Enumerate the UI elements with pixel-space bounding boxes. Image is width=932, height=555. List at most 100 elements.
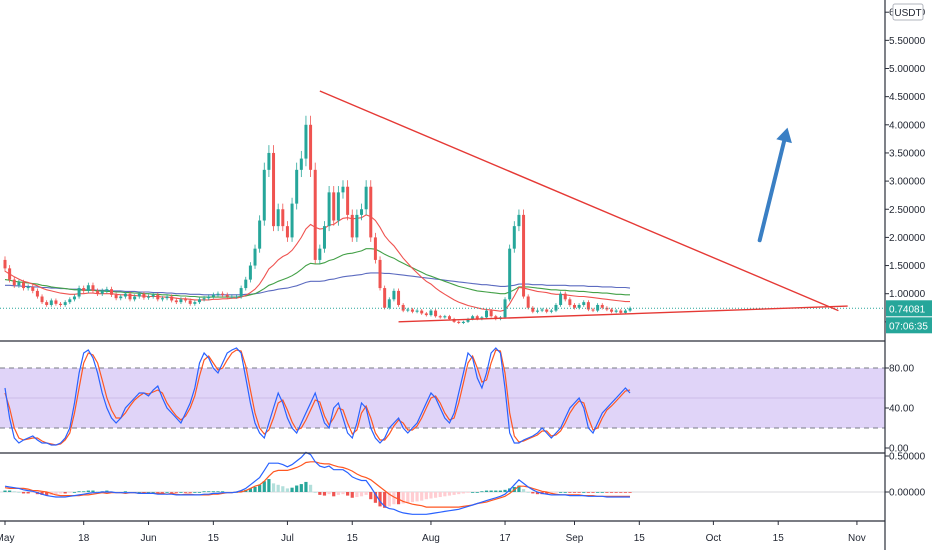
candle-body (156, 294, 160, 300)
ma-blue-line (5, 272, 631, 296)
candle-body (512, 226, 516, 249)
price-axis-label: 2.00000 (889, 233, 926, 244)
stoch-rsi-pane[interactable] (0, 347, 885, 446)
macd-histogram-bar (86, 490, 90, 492)
candle-body (248, 265, 252, 280)
macd-histogram-bar (12, 491, 16, 493)
candle-body (105, 289, 109, 291)
candle-body (170, 296, 174, 301)
stoch-k-line (4, 347, 631, 446)
macd-histogram-bar (424, 492, 428, 500)
candle-body (174, 300, 178, 303)
candle-body (179, 299, 183, 303)
candle-body (471, 316, 475, 320)
price-axis-label: 4.00000 (889, 120, 926, 131)
macd-histogram-bar (628, 492, 632, 493)
macd-histogram-bar (369, 492, 373, 500)
candle-body (457, 321, 461, 323)
macd-histogram-bar (54, 492, 58, 495)
candle-body (415, 310, 419, 312)
price-axis-label: 3.50000 (889, 148, 926, 159)
candle-body (68, 299, 72, 303)
price-tags: USDT 0.74081 07:06:35 (886, 3, 932, 334)
candle-body (322, 226, 326, 249)
macd-histogram-bar (170, 492, 174, 493)
candle-body (142, 293, 146, 298)
macd-histogram-bar (318, 492, 322, 495)
candle-body (360, 209, 364, 215)
macd-histogram-bar (336, 492, 340, 495)
macd-histogram-bar (429, 492, 433, 499)
macd-histogram-bar (471, 492, 475, 493)
time-axis-label: Sep (566, 533, 584, 544)
candle-body (91, 285, 95, 291)
candle-body (369, 186, 373, 238)
macd-histogram-bar (72, 492, 77, 493)
macd-histogram-bar (211, 491, 215, 493)
candle-body (165, 296, 169, 299)
candle-body (17, 282, 21, 286)
candle-body (424, 313, 428, 316)
candle-body (572, 304, 576, 308)
candle-body (517, 214, 521, 227)
candle-body (401, 304, 405, 311)
candle-body (559, 293, 563, 305)
candle-body (466, 319, 470, 322)
macd-histogram-bar (313, 492, 317, 493)
candle-body (332, 192, 336, 221)
macd-histogram-bar (350, 492, 354, 498)
time-axis-label: 15 (634, 533, 646, 544)
candle-body (285, 226, 289, 238)
candle-body (133, 296, 137, 300)
time-axis-label: Aug (422, 533, 440, 544)
macd-histogram-bar (63, 492, 67, 494)
macd-pane[interactable] (0, 451, 885, 515)
candle-body (387, 299, 391, 308)
candle-body (508, 248, 512, 300)
macd-histogram-bar (535, 492, 540, 495)
macd-histogram-bar (262, 481, 266, 492)
macd-histogram-bar (327, 492, 331, 495)
candle-body (489, 310, 493, 317)
macd-histogram-bar (619, 492, 623, 493)
macd-histogram-bar (183, 492, 188, 493)
candle-body (406, 309, 410, 311)
candle-body (336, 192, 340, 221)
candle-body (485, 310, 489, 318)
macd-histogram-bar (498, 490, 503, 492)
candle-body (383, 288, 387, 308)
candle-body (522, 214, 526, 297)
macd-histogram-bar (45, 492, 49, 496)
price-pane[interactable] (0, 90, 885, 325)
macd-histogram-bar (82, 491, 86, 493)
candle-body (230, 296, 234, 298)
macd-histogram-bar (267, 479, 271, 492)
candle-body (188, 300, 192, 304)
candle-body (184, 299, 188, 301)
time-axis-label: Jun (140, 533, 156, 544)
macd-histogram-bar (396, 492, 401, 505)
candle-body (235, 296, 238, 298)
ma-green-line (4, 248, 630, 298)
candle-body (216, 293, 220, 295)
currency-badge-box[interactable] (892, 3, 924, 21)
trendline-upper (319, 90, 839, 312)
candle-body (96, 290, 100, 294)
macd-histogram-bar (239, 490, 243, 492)
candle-body (267, 152, 271, 170)
ma-red-line (4, 214, 630, 312)
macd-histogram-bar (40, 492, 44, 495)
macd-histogram-bar (91, 490, 95, 492)
candle-body (72, 296, 76, 300)
stoch-axis-label: 80.00 (889, 364, 914, 375)
candle-body (623, 310, 627, 313)
candle-body (563, 293, 567, 300)
macd-histogram-bar (554, 492, 558, 493)
macd-histogram-bar (420, 492, 424, 501)
macd-histogram-bar (197, 492, 202, 493)
candle-body (207, 296, 211, 299)
candle-body (318, 248, 322, 260)
